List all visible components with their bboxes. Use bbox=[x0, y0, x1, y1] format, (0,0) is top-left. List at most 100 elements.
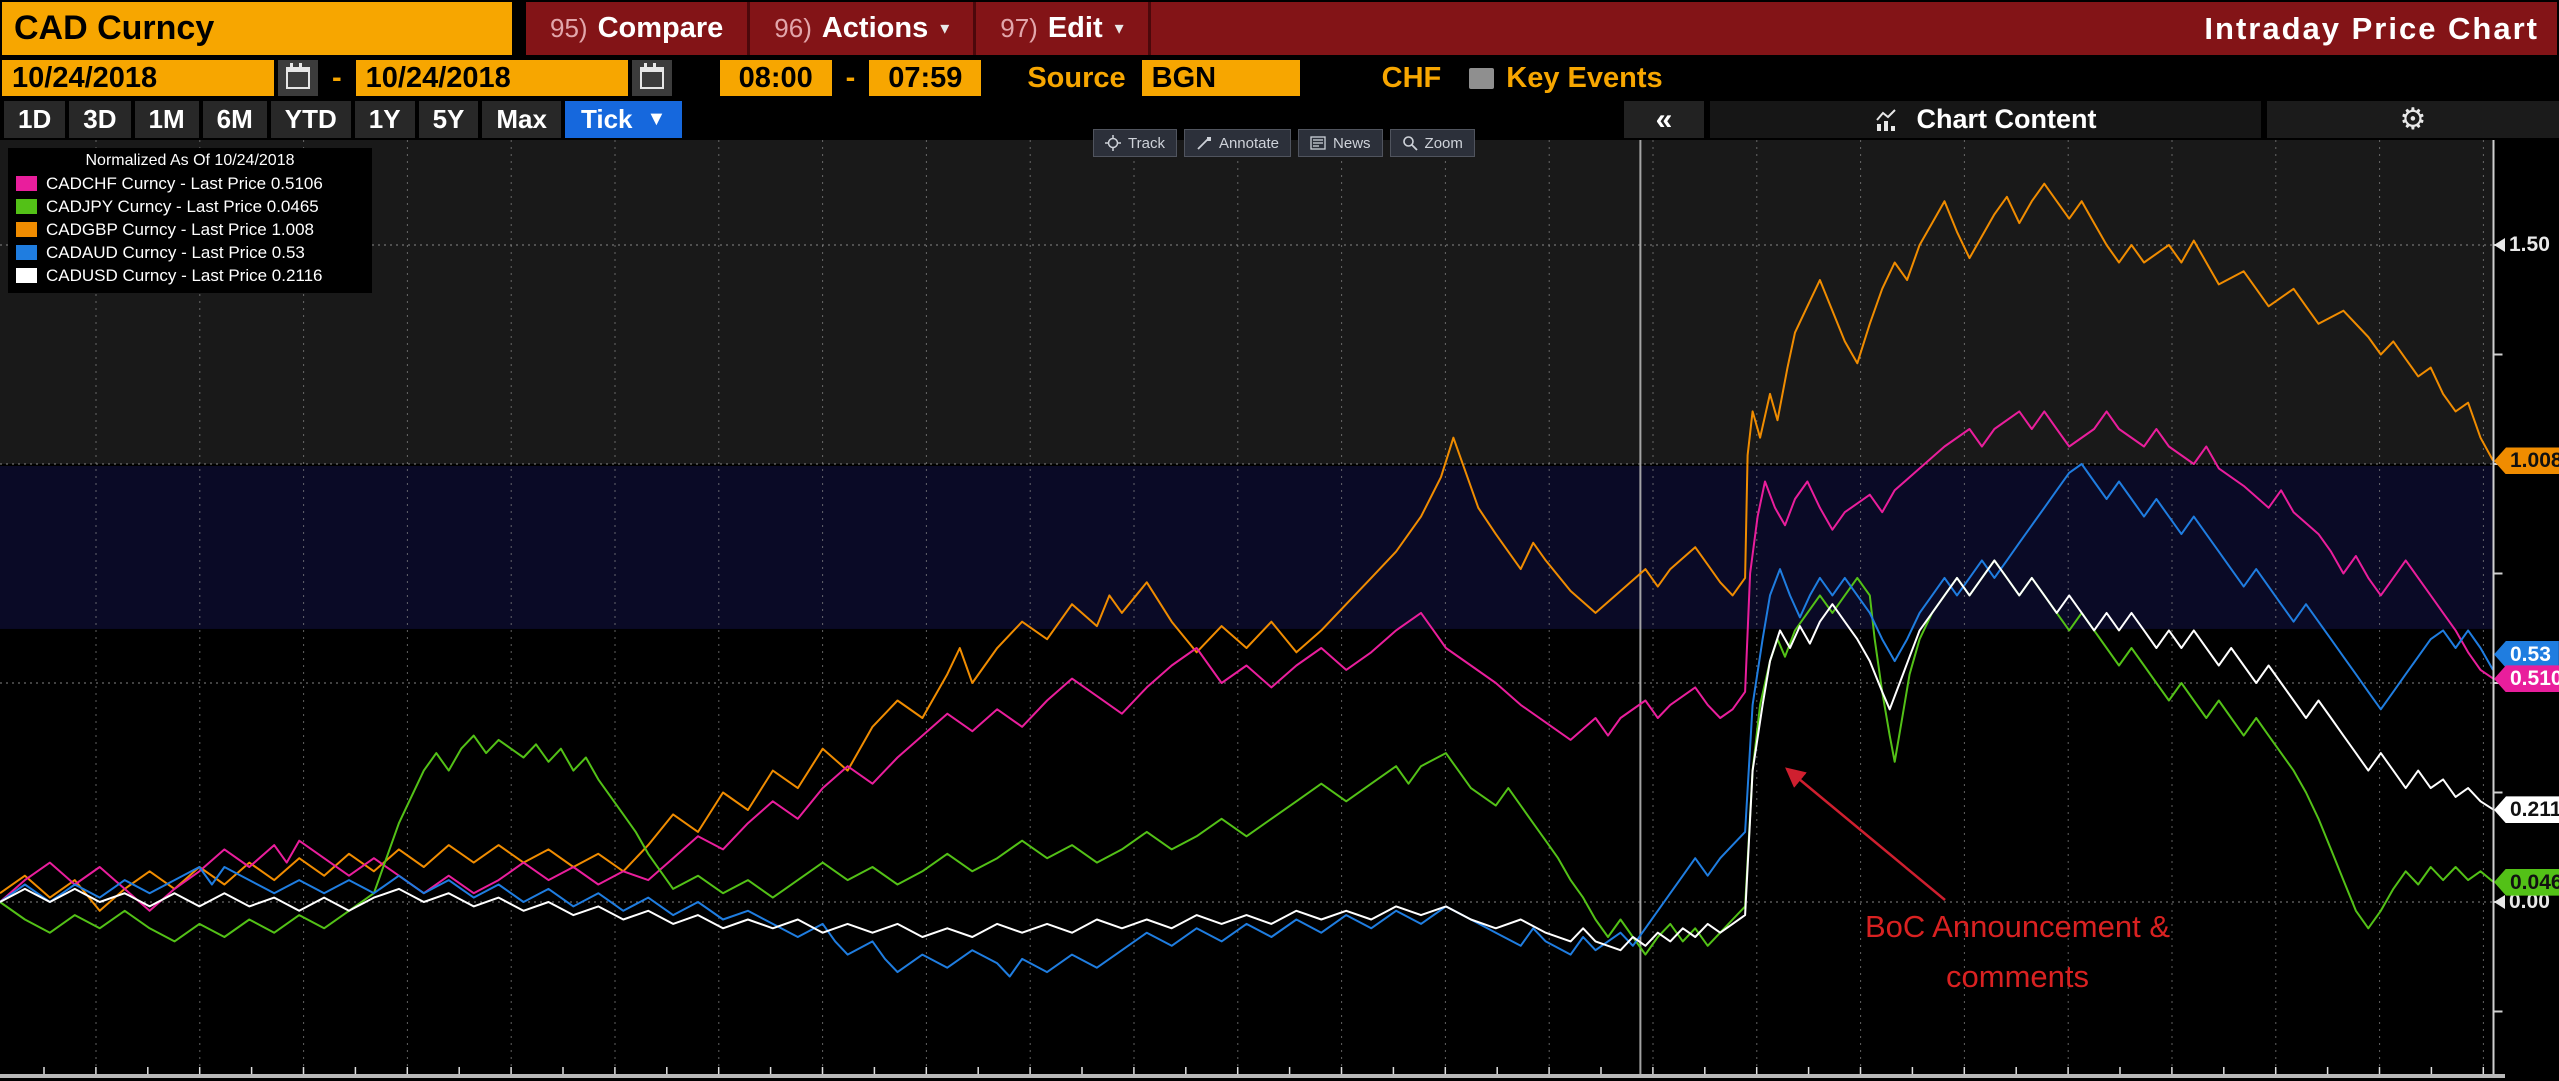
period-button-ytd[interactable]: YTD bbox=[270, 101, 351, 138]
period-buttons: 1D 3D 1M 6M YTD 1Y 5Y Max bbox=[0, 101, 561, 138]
settings-segment: ⚙ bbox=[2267, 101, 2559, 138]
menu-item-label: Actions bbox=[821, 12, 929, 44]
zoom-icon bbox=[1402, 136, 1418, 151]
legend-swatch bbox=[16, 268, 37, 283]
y-axis-label-1.50: 1.50 bbox=[2494, 233, 2550, 256]
chevron-down-icon: ▾ bbox=[1114, 18, 1124, 38]
legend-item-label: CADCHF Curncy - Last Price 0.5106 bbox=[46, 173, 323, 193]
legend-item[interactable]: CADCHF Curncy - Last Price 0.5106 bbox=[16, 172, 364, 195]
period-button-1m[interactable]: 1M bbox=[134, 101, 199, 138]
tool-button-zoom[interactable]: Zoom bbox=[1389, 129, 1475, 157]
legend-item[interactable]: CADJPY Curncy - Last Price 0.0465 bbox=[16, 195, 364, 218]
track-icon bbox=[1105, 135, 1121, 151]
annotation-line2: comments bbox=[1946, 959, 2089, 994]
period-button-6m[interactable]: 6M bbox=[202, 101, 267, 138]
collapse-panel-button[interactable]: « bbox=[1624, 101, 1704, 138]
period-button-1d[interactable]: 1D bbox=[4, 101, 66, 138]
chevron-down-icon: ▾ bbox=[940, 18, 950, 38]
menu-item-number: 95) bbox=[550, 13, 588, 43]
chart-content-button[interactable]: Chart Content bbox=[1710, 101, 2261, 138]
news-icon bbox=[1310, 136, 1326, 150]
period-button-3d[interactable]: 3D bbox=[69, 101, 131, 138]
menu-item-actions[interactable]: 96) Actions ▾ bbox=[750, 2, 977, 55]
annotate-icon bbox=[1197, 137, 1211, 150]
legend-title: Normalized As Of 10/24/2018 bbox=[85, 152, 295, 169]
legend-item[interactable]: CADAUD Curncy - Last Price 0.53 bbox=[16, 241, 364, 264]
axis-arrow-icon bbox=[2494, 238, 2505, 252]
toolbar-row: 1D 3D 1M 6M YTD 1Y 5Y Max Tick ▼ « Chart Conten… bbox=[0, 99, 2559, 140]
chart-legend: Normalized As Of 10/24/2018 CADCHF Curnc… bbox=[8, 148, 372, 293]
menu-item-compare[interactable]: 95) Compare bbox=[526, 2, 751, 55]
key-events-checkbox[interactable] bbox=[1469, 67, 1495, 89]
last-price-badge-0.53: 0.53 bbox=[2494, 640, 2559, 668]
currency-label[interactable]: CHF bbox=[1381, 61, 1442, 94]
tool-button-label: Zoom bbox=[1424, 134, 1463, 152]
period-button-max[interactable]: Max bbox=[482, 101, 561, 138]
period-button-5y[interactable]: 5Y bbox=[418, 101, 479, 138]
chart-content-icon bbox=[1875, 108, 1896, 131]
chevron-down-icon: ▼ bbox=[646, 108, 667, 130]
last-price-badge-0.5106: 0.5106 bbox=[2494, 665, 2559, 693]
title-bar: CAD Curncy 95) Compare 96) Actions ▾ 97) Edit ▾… bbox=[0, 0, 2559, 57]
y-axis-label-text: 0.00 bbox=[2509, 890, 2550, 913]
security-ticker-field[interactable]: CAD Curncy bbox=[2, 2, 512, 55]
date-range-dash: - bbox=[332, 61, 342, 94]
menu-item-label: Edit bbox=[1047, 12, 1103, 44]
series-line-cadjpy bbox=[0, 559, 2494, 956]
legend-item[interactable]: CADGBP Curncy - Last Price 1.008 bbox=[16, 218, 364, 241]
series-line-cadaud bbox=[0, 463, 2494, 978]
menu-bar: 95) Compare 96) Actions ▾ 97) Edit ▾ Intraday P… bbox=[526, 2, 2557, 55]
legend-swatch bbox=[16, 176, 37, 191]
tool-button-label: Annotate bbox=[1218, 134, 1280, 152]
interval-label: Tick bbox=[580, 104, 633, 134]
gear-icon[interactable]: ⚙ bbox=[2399, 102, 2427, 137]
chart-tools: Track Annotate News Zoom bbox=[1093, 129, 1475, 157]
calendar-glyph bbox=[639, 63, 664, 89]
time-from-field[interactable]: 08:00 bbox=[719, 60, 832, 96]
legend-item[interactable]: CADUSD Curncy - Last Price 0.2116 bbox=[16, 264, 364, 287]
last-price-badge-1.008: 1.008 bbox=[2494, 447, 2559, 475]
y-axis-label-0.00: 0.00 bbox=[2494, 890, 2550, 913]
menu-item-label: Compare bbox=[597, 12, 724, 44]
ticker-text: CAD Curncy bbox=[14, 9, 215, 47]
menu-items: 95) Compare 96) Actions ▾ 97) Edit ▾ bbox=[526, 2, 1151, 55]
source-label: Source bbox=[1027, 61, 1126, 94]
menu-item-number: 96) bbox=[774, 13, 812, 43]
page-title: Intraday Price Chart bbox=[2204, 10, 2539, 46]
legend-item-label: CADAUD Curncy - Last Price 0.53 bbox=[46, 242, 305, 262]
legend-rows: CADCHF Curncy - Last Price 0.5106 CADJPY … bbox=[16, 172, 364, 287]
date-to-field[interactable]: 10/24/2018 bbox=[355, 60, 628, 96]
last-price-badge-0.0465: 0.0465 bbox=[2494, 868, 2559, 896]
legend-swatch bbox=[16, 222, 37, 237]
interval-dropdown[interactable]: Tick ▼ bbox=[564, 101, 683, 138]
time-to-field[interactable]: 07:59 bbox=[869, 60, 982, 96]
legend-swatch bbox=[16, 199, 37, 214]
tool-button-track[interactable]: Track bbox=[1093, 129, 1177, 157]
menu-item-edit[interactable]: 97) Edit ▾ bbox=[976, 2, 1151, 55]
axis-arrow-icon bbox=[2494, 895, 2505, 909]
last-price-badge-0.2116: 0.2116 bbox=[2494, 796, 2559, 824]
price-chart-canvas[interactable] bbox=[0, 140, 2559, 1081]
tool-button-label: News bbox=[1333, 134, 1371, 152]
legend-swatch bbox=[16, 245, 37, 260]
date-from-field[interactable]: 10/24/2018 bbox=[2, 60, 274, 96]
menu-item-number: 97) bbox=[1000, 13, 1038, 43]
y-axis-label-text: 1.50 bbox=[2509, 233, 2550, 256]
annotation-line1: BoC Announcement & bbox=[1864, 909, 2171, 944]
tool-button-annotate[interactable]: Annotate bbox=[1183, 129, 1292, 157]
chart-content-label: Chart Content bbox=[1916, 104, 2097, 134]
source-dropdown[interactable]: BGN bbox=[1141, 60, 1300, 96]
series-line-cadusd bbox=[0, 559, 2494, 952]
tool-button-news[interactable]: News bbox=[1298, 129, 1383, 157]
calendar-glyph bbox=[286, 63, 310, 89]
period-button-1y[interactable]: 1Y bbox=[354, 101, 415, 138]
chart-area: Normalized As Of 10/24/2018 CADCHF Curnc… bbox=[0, 140, 2559, 1081]
series-line-cadchf bbox=[0, 410, 2494, 912]
legend-item-label: CADUSD Curncy - Last Price 0.2116 bbox=[46, 265, 323, 285]
calendar-icon[interactable] bbox=[631, 60, 672, 96]
series-line-cadgbp bbox=[0, 182, 2494, 912]
legend-item-label: CADGBP Curncy - Last Price 1.008 bbox=[46, 219, 315, 239]
tool-button-label: Track bbox=[1128, 134, 1165, 152]
calendar-icon[interactable] bbox=[278, 60, 318, 96]
